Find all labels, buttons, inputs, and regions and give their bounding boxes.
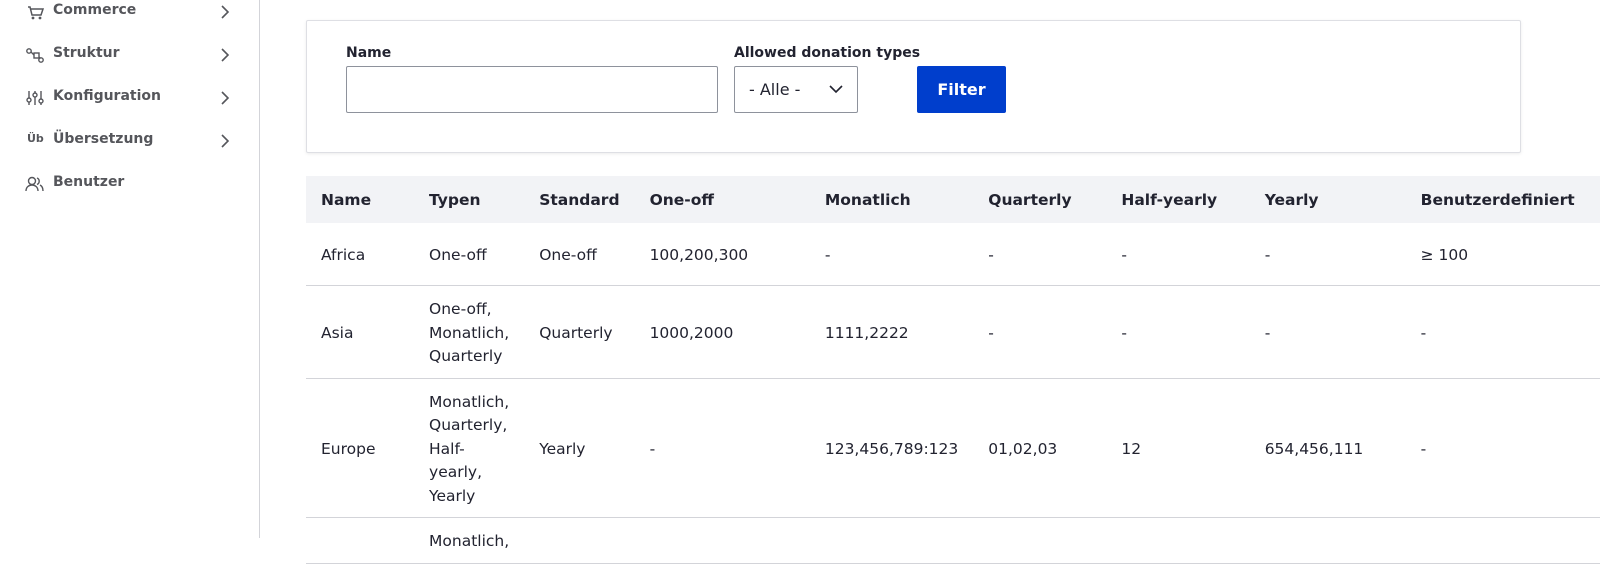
column-header[interactable]: Benutzerdefiniert (1405, 176, 1600, 223)
table-cell: - (1106, 223, 1250, 286)
nav-item[interactable]: Konfiguration (0, 86, 259, 110)
table-cell: - (809, 223, 974, 286)
table-cell: Monatlich, Quarterly, Half-yearly, Yearl… (414, 378, 525, 518)
name-input[interactable] (346, 66, 718, 113)
table-cell: 12 (1106, 378, 1250, 518)
table-row: Asia One-off, Monatlich, Quarterly Quarter… (306, 285, 1600, 379)
nav-icon (25, 89, 45, 107)
types-label: Allowed donation types (734, 45, 921, 61)
table-cell: - (1106, 285, 1250, 379)
table-cell (634, 517, 810, 564)
column-header[interactable]: Standard (524, 176, 635, 223)
table-cell (306, 517, 415, 564)
table-cell: Yearly (524, 378, 635, 518)
table-cell: - (973, 285, 1107, 379)
table-cell: Europe (306, 378, 415, 518)
nav-item[interactable]: Struktur (0, 43, 259, 67)
column-header[interactable]: Yearly (1249, 176, 1406, 223)
table-cell (1405, 517, 1600, 564)
select-value: - Alle - (749, 80, 801, 99)
table-cell: 654,456,111 (1249, 378, 1406, 518)
table-cell (973, 517, 1107, 564)
nav-chevron (219, 133, 231, 152)
column-header[interactable]: Quarterly (973, 176, 1107, 223)
column-header[interactable]: Monatlich (809, 176, 974, 223)
table-cell: - (1249, 223, 1406, 286)
table-cell: 123,456,789:123 (809, 378, 974, 518)
table-row: Europe Monatlich, Quarterly, Half-yearly,… (306, 378, 1600, 518)
nav-label: Benutzer (53, 174, 125, 190)
table-cell: 100,200,300 (634, 223, 810, 286)
nav-icon: Üb (27, 132, 44, 145)
table-cell: - (1249, 285, 1406, 379)
nav-label: Übersetzung (53, 131, 154, 147)
sidebar: Commerce Struktur Konfiguration Üb Übersetzu… (0, 0, 260, 538)
nav-icon (25, 46, 45, 64)
nav-icon (25, 3, 45, 21)
table-cell: One-off, Monatlich, Quarterly (414, 285, 525, 379)
table-cell: Africa (306, 223, 415, 286)
name-label: Name (346, 45, 392, 61)
table-cell: 1111,2222 (809, 285, 974, 379)
nav-chevron (219, 4, 231, 23)
nav-label: Konfiguration (53, 88, 161, 104)
table-row: Monatlich, (306, 517, 1600, 564)
table-cell: One-off (414, 223, 525, 286)
table-cell (524, 517, 635, 564)
table-cell: ≥ 100 (1405, 223, 1600, 286)
table-cell: Quarterly (524, 285, 635, 379)
table-cell: - (1405, 285, 1600, 379)
table-cell: - (1405, 378, 1600, 518)
nav-item[interactable]: Benutzer (0, 172, 259, 196)
table-cell (809, 517, 974, 564)
table-cell: - (634, 378, 810, 518)
nav-chevron (219, 90, 231, 109)
table-cell: - (973, 223, 1107, 286)
table-cell: 1000,2000 (634, 285, 810, 379)
nav-item[interactable]: Üb Übersetzung (0, 129, 259, 153)
table-row: Africa One-off One-off 100,200,300- - - - ≥ 100 (306, 223, 1600, 286)
column-header[interactable]: Name (306, 176, 415, 223)
select-arrow (829, 85, 843, 94)
column-header[interactable]: Typen (414, 176, 525, 223)
nav-chevron (219, 47, 231, 66)
table-cell: Monatlich, (414, 517, 525, 564)
data-table: Name Typen Standard One-off Monatlich Quarter… (306, 176, 1600, 564)
table-cell (1249, 517, 1406, 564)
table-cell: One-off (524, 223, 635, 286)
nav-label: Struktur (53, 45, 120, 61)
nav-label: Commerce (53, 2, 137, 18)
nav-icon (25, 175, 45, 193)
column-header[interactable]: One-off (634, 176, 810, 223)
table-cell: Asia (306, 285, 415, 379)
table-cell: 01,02,03 (973, 378, 1107, 518)
filter-form: Name Allowed donation types - Alle - Fil… (306, 20, 1521, 153)
table-cell (1106, 517, 1250, 564)
column-header[interactable]: Half-yearly (1106, 176, 1250, 223)
nav-item[interactable]: Commerce (0, 0, 259, 24)
types-select[interactable]: - Alle - (734, 66, 858, 113)
filter-button[interactable]: Filter (917, 66, 1006, 113)
